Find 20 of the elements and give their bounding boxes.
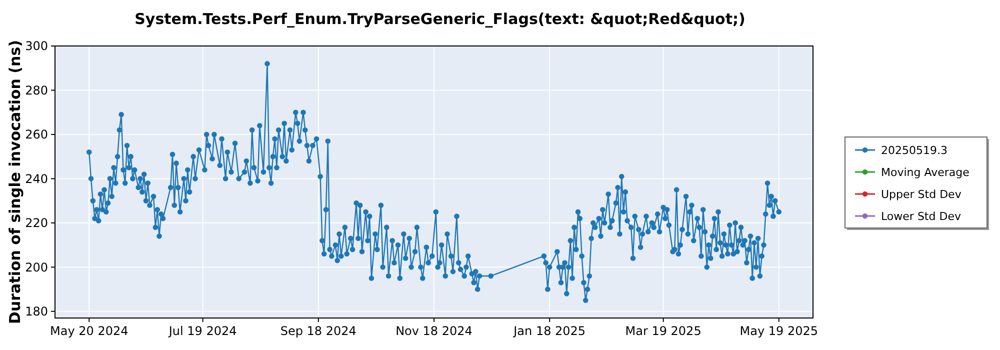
y-tick-label: 260 — [25, 128, 48, 142]
y-tick-label: 180 — [25, 304, 48, 319]
x-tick-label: Nov 18 2024 — [396, 324, 472, 338]
x-tick-label: Mar 19 2025 — [625, 324, 702, 338]
y-tick-label: 300 — [25, 39, 48, 54]
x-tick-label: Jul 19 2024 — [168, 324, 237, 338]
legend-label: Moving Average — [881, 166, 970, 179]
y-tick-label: 200 — [25, 260, 48, 274]
y-tick-label: 240 — [25, 172, 48, 186]
x-tick-label: May 20 2024 — [50, 324, 128, 338]
y-axis-title: Duration of single invocation (ns) — [6, 40, 24, 324]
x-tick-label: Sep 18 2024 — [280, 324, 356, 338]
x-tick-label: May 19 2025 — [740, 324, 818, 338]
x-tick-label: Jan 18 2025 — [512, 324, 586, 338]
y-tick-label: 220 — [25, 216, 48, 230]
legend-label: Lower Std Dev — [881, 210, 962, 223]
legend-label: 20250519.3 — [881, 144, 948, 157]
chart-title: System.Tests.Perf_Enum.TryParseGeneric_Flags(text: &quot;Red&quot;) — [134, 10, 746, 28]
y-tick-label: 280 — [25, 83, 48, 98]
legend-label: Upper Std Dev — [881, 188, 962, 201]
